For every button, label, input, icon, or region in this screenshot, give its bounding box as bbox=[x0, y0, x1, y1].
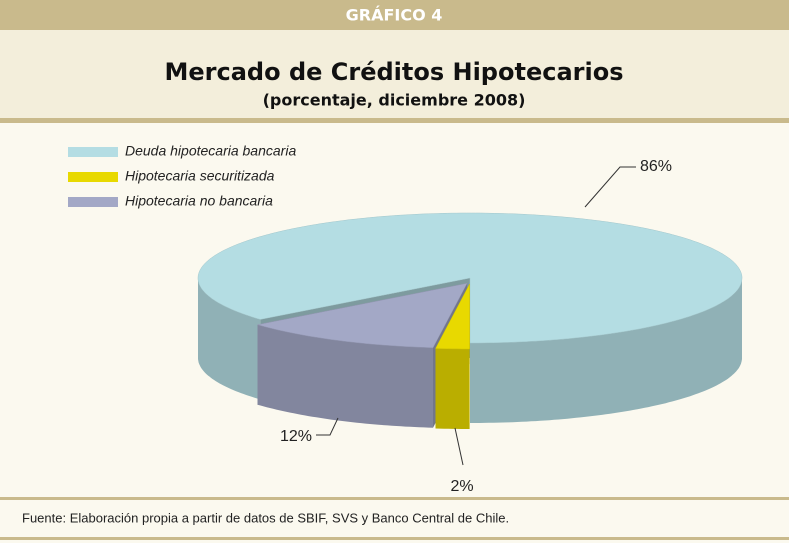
title-band bbox=[0, 30, 789, 118]
slice-side bbox=[198, 278, 261, 400]
chart-title: Mercado de Créditos Hipotecarios bbox=[165, 58, 624, 86]
leader-line bbox=[454, 427, 464, 466]
slice bbox=[197, 212, 743, 344]
divider bbox=[0, 497, 789, 500]
legend-swatch bbox=[68, 147, 118, 157]
divider bbox=[0, 537, 789, 540]
data-label: 12% bbox=[280, 428, 312, 445]
divider bbox=[0, 118, 789, 123]
legend-label: Deuda hipotecaria bancaria bbox=[125, 143, 296, 159]
legend-swatch bbox=[68, 172, 118, 182]
legend-label: Hipotecaria no bancaria bbox=[125, 193, 273, 209]
slice-side bbox=[257, 324, 433, 428]
slice bbox=[435, 283, 470, 350]
slice-side bbox=[470, 278, 742, 423]
leader-line bbox=[316, 417, 339, 436]
leader-line bbox=[584, 166, 636, 208]
data-label: 86% bbox=[640, 158, 672, 175]
legend-label: Hipotecaria securitizada bbox=[125, 168, 275, 184]
pie bbox=[197, 212, 743, 429]
header: GRÁFICO 4 bbox=[346, 6, 443, 25]
slice-side bbox=[435, 348, 470, 429]
header-band bbox=[0, 0, 789, 30]
source: Fuente: Elaboración propia a partir de d… bbox=[22, 510, 509, 525]
chart-subtitle: (porcentaje, diciembre 2008) bbox=[263, 91, 526, 110]
data-label: 2% bbox=[450, 478, 473, 495]
legend-swatch bbox=[68, 197, 118, 207]
slice bbox=[257, 282, 468, 348]
